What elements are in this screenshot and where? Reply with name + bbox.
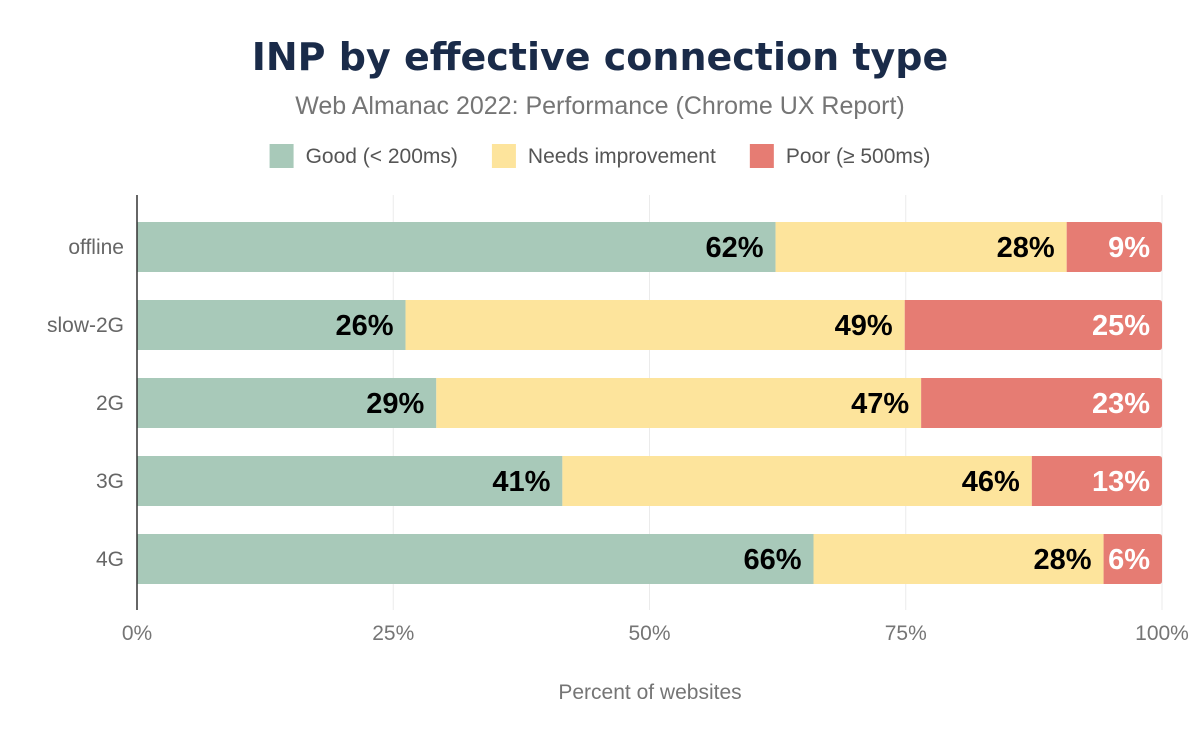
axes: 0% 25% 50% 75% 100% xyxy=(122,195,1189,645)
data-label: 23% xyxy=(1092,388,1150,420)
legend-label: Good (< 200ms) xyxy=(306,145,458,168)
data-label: 26% xyxy=(336,310,394,342)
data-label: 29% xyxy=(366,388,424,420)
bars: 62% 28% 9% offline 26% 49% 25% slow-2G 29% 47% 23%… xyxy=(47,222,1162,584)
y-tick-label: 2G xyxy=(96,392,124,415)
bar-segment xyxy=(562,456,1032,506)
data-label: 46% xyxy=(962,466,1020,498)
y-tick-label: slow-2G xyxy=(47,314,124,337)
x-tick-label: 25% xyxy=(372,622,414,645)
bar-segment xyxy=(921,378,1162,428)
bar-segment xyxy=(904,300,1162,350)
data-label: 47% xyxy=(851,388,909,420)
data-label: 62% xyxy=(706,232,764,264)
bar-segment xyxy=(813,534,1104,584)
data-label: 6% xyxy=(1108,544,1150,576)
y-tick-label: 4G xyxy=(96,548,124,571)
data-label: 13% xyxy=(1092,466,1150,498)
bar-segment xyxy=(775,222,1067,272)
bar-segment xyxy=(137,222,776,272)
data-label: 28% xyxy=(1034,544,1092,576)
data-label: 28% xyxy=(997,232,1055,264)
bar-segment xyxy=(1031,456,1162,506)
bar-segment xyxy=(405,300,905,350)
legend-label: Needs improvement xyxy=(528,145,716,168)
x-tick-label: 0% xyxy=(122,622,152,645)
data-label: 66% xyxy=(743,544,801,576)
legend-swatch xyxy=(749,144,774,168)
data-label: 41% xyxy=(492,466,550,498)
bar-segment xyxy=(1066,222,1162,272)
legend: Good (< 200ms) Needs improvement Poor (≥ 5… xyxy=(269,144,931,168)
bar-segment xyxy=(137,378,437,428)
bar-segment xyxy=(436,378,922,428)
x-tick-label: 75% xyxy=(885,622,927,645)
bar-segment xyxy=(1103,534,1162,584)
chart-subtitle: Web Almanac 2022: Performance (Chrome UX… xyxy=(295,92,905,120)
bar-segment xyxy=(137,456,563,506)
x-tick-label: 50% xyxy=(628,622,670,645)
chart-title: INP by effective connection type xyxy=(252,35,949,79)
y-tick-label: 3G xyxy=(96,470,124,493)
x-tick-label: 100% xyxy=(1135,622,1189,645)
bar-segment xyxy=(137,300,406,350)
data-label: 25% xyxy=(1092,310,1150,342)
legend-swatch xyxy=(491,144,516,168)
bar-segment xyxy=(137,534,814,584)
data-label: 49% xyxy=(835,310,893,342)
data-label: 9% xyxy=(1108,232,1150,264)
legend-swatch xyxy=(269,144,294,168)
x-axis-title: Percent of websites xyxy=(558,681,741,704)
legend-label: Poor (≥ 500ms) xyxy=(786,145,931,168)
y-tick-label: offline xyxy=(68,236,124,259)
